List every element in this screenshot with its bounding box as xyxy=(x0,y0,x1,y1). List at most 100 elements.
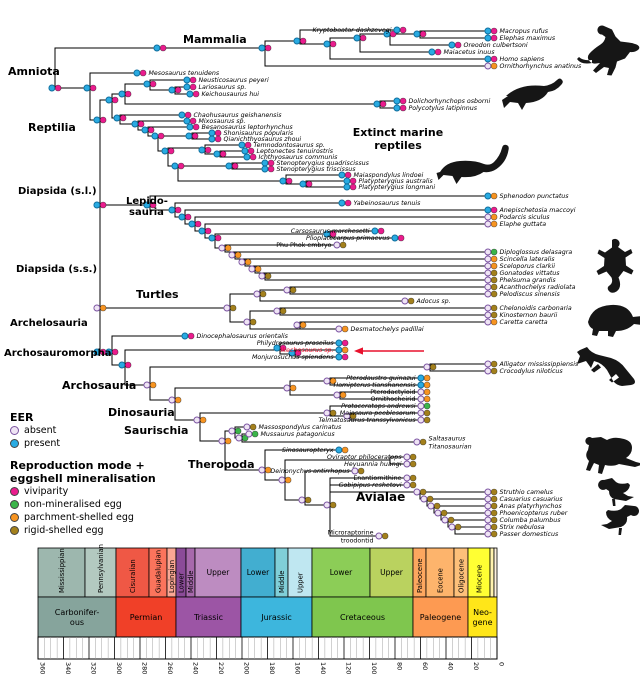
eer-state-marker xyxy=(484,27,492,35)
repro-state-marker xyxy=(231,162,239,170)
eer-state-marker xyxy=(225,162,233,170)
taxon-label: Massospondylus carinatus xyxy=(259,423,343,431)
legend-item-viviparity: viviparity xyxy=(10,485,170,498)
repro-state-marker xyxy=(111,96,119,104)
eer-state-marker xyxy=(198,146,206,154)
eer-state-marker xyxy=(283,384,291,392)
taxon-label: Ichthyosaurus communis xyxy=(259,153,339,161)
repro-state-marker xyxy=(409,460,417,468)
silhouettes xyxy=(436,25,640,535)
repro-state-marker xyxy=(341,325,349,333)
eer-state-marker xyxy=(333,241,341,249)
taxon-label: Oreodon culbertsoni xyxy=(464,41,528,49)
repro-state-marker xyxy=(419,488,427,496)
eer-state-marker xyxy=(235,434,243,442)
eer-state-marker xyxy=(333,391,341,399)
repro-state-marker xyxy=(454,523,462,531)
taxon-label: Crocodylus niloticus xyxy=(500,367,564,375)
taxon-label: Macropus rufus xyxy=(500,28,549,35)
taxon-label: Homo sapiens xyxy=(500,56,545,63)
eer-state-marker xyxy=(393,104,401,112)
taxon-label: Sceloporus clarkii xyxy=(500,263,556,270)
eer-state-marker xyxy=(238,258,246,266)
repro-state-marker xyxy=(329,409,337,417)
repro-state-marker xyxy=(214,129,222,137)
repro-state-marker xyxy=(429,363,437,371)
eer-state-marker xyxy=(151,132,159,140)
eer-state-marker xyxy=(253,290,261,298)
eer-state-marker xyxy=(93,304,101,312)
clade-label: Diapsida (s.l.) xyxy=(18,186,97,197)
repro-state-marker xyxy=(234,427,242,435)
taxon-label: Saltasaurus xyxy=(429,435,467,443)
lizard-silhouette-icon xyxy=(596,238,634,293)
eer-state-marker xyxy=(243,318,251,326)
taxon-label: Enantiornithine xyxy=(353,475,401,482)
taxon-label: Dolichorhynchops osborni xyxy=(409,98,491,105)
repro-state-marker xyxy=(490,276,498,284)
ruler-age-label: 0 xyxy=(497,662,505,666)
eer-state-marker xyxy=(168,396,176,404)
taxon-label: Ornithocheirid xyxy=(371,396,416,403)
eer-state-marker xyxy=(484,276,492,284)
repro-state-marker xyxy=(490,255,498,263)
timescale-epoch-label: Upper xyxy=(380,568,404,577)
repro-state-marker xyxy=(111,348,119,356)
timescale-epoch-cell xyxy=(115,547,150,598)
ruler-age-label: 60 xyxy=(421,662,429,670)
taxon-label: Anepischetosia maccoyi xyxy=(499,206,576,214)
eer-state-marker xyxy=(484,304,492,312)
taxon-label: Platypterygius longmani xyxy=(359,183,436,191)
repro-state-marker xyxy=(279,307,287,315)
timescale-period-label: Paleogene xyxy=(420,613,461,622)
repro-state-marker xyxy=(184,213,192,221)
repro-state-marker xyxy=(99,304,107,312)
repro-state-marker xyxy=(192,123,200,131)
eer-state-marker xyxy=(484,283,492,291)
repro-state-marker xyxy=(440,509,448,517)
timescale-epoch-label: Lower xyxy=(247,568,270,577)
kangaroo-silhouette-icon xyxy=(577,25,640,76)
repro-state-marker xyxy=(329,501,337,509)
taxon-label: Mussaurus patagonicus xyxy=(261,430,336,438)
timescale-period-cell xyxy=(37,596,117,638)
taxon-label: Microraptorine xyxy=(328,530,374,537)
timescale-period-label: ous xyxy=(70,618,84,627)
eer-state-marker xyxy=(417,402,425,410)
taxon-label: Platypterygius australis xyxy=(359,177,434,185)
eer-state-marker xyxy=(371,227,379,235)
eer-state-marker xyxy=(484,255,492,263)
repro-state-marker xyxy=(279,344,287,352)
corvid-silhouette-icon xyxy=(601,505,639,535)
eer-state-marker xyxy=(413,438,421,446)
repro-state-marker xyxy=(174,206,182,214)
repro-state-marker xyxy=(264,44,272,52)
polycotylid-silhouette-icon xyxy=(502,78,563,110)
eer-state-marker xyxy=(279,177,287,185)
eer-state-marker xyxy=(161,147,169,155)
repro-state-marker xyxy=(423,402,431,410)
taxon-label: Monjurosuchus splendens xyxy=(252,354,334,361)
eer-state-marker xyxy=(484,262,492,270)
eer-state-marker xyxy=(417,388,425,396)
eer-state-marker xyxy=(83,84,91,92)
eer-present-swatch-icon xyxy=(10,439,19,448)
eer-state-marker xyxy=(143,381,151,389)
timescale-period-cell xyxy=(311,596,414,638)
taxon-label: Polycotylus latipinnus xyxy=(409,104,478,112)
eer-state-marker xyxy=(434,509,442,517)
timescale-epoch-label: Middle xyxy=(187,571,195,593)
repro-state-marker xyxy=(399,97,407,105)
taxon-label: Elephas maximus xyxy=(500,35,556,42)
taxon-label: Phoenicopterus ruber xyxy=(500,509,568,517)
repro-legend-title-line2: eggshell mineralisation xyxy=(10,472,156,485)
eer-state-marker xyxy=(391,234,399,242)
repro-state-marker xyxy=(124,90,132,98)
clade-label: Saurischia xyxy=(124,424,188,437)
taxon-label: Scincella lateralis xyxy=(500,255,556,263)
songbird-silhouette-icon xyxy=(598,478,634,506)
ruler-age-label: 160 xyxy=(293,662,301,674)
taxon-label: Kryptobaatar dashzevegi xyxy=(312,26,391,34)
eer-state-marker xyxy=(323,40,331,48)
